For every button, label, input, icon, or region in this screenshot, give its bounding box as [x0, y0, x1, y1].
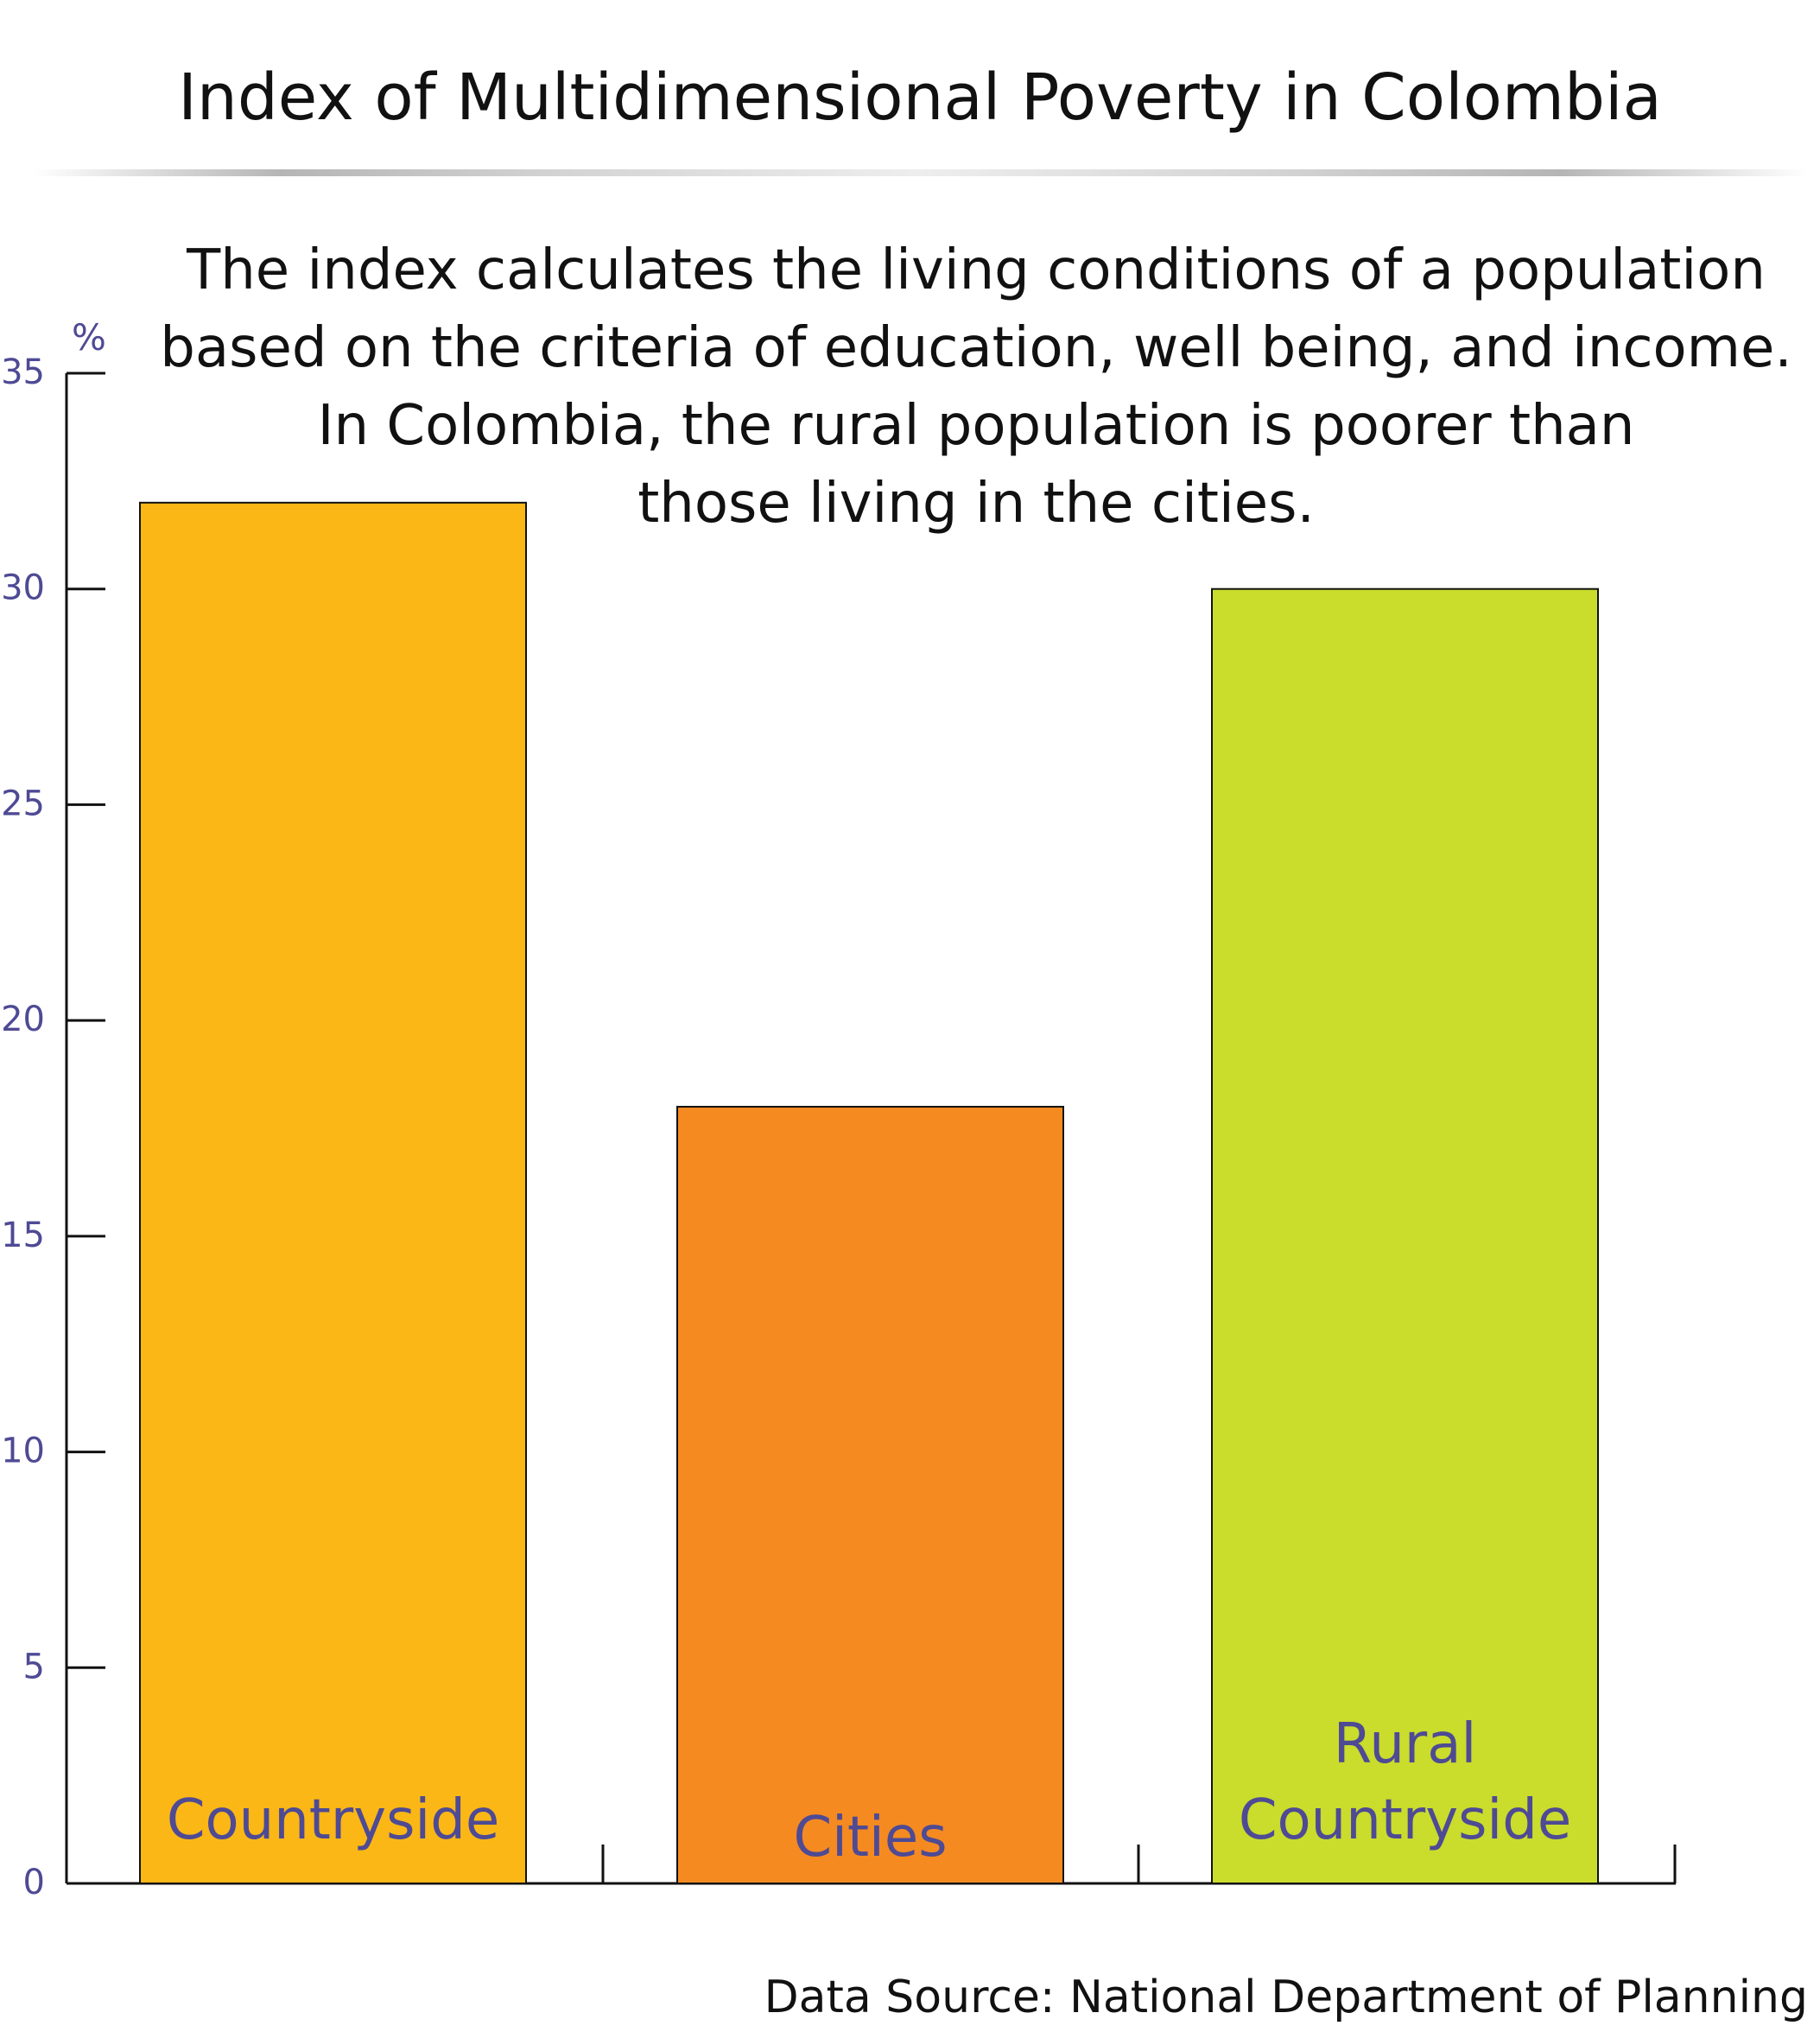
category-label: Rural [1334, 1712, 1476, 1776]
y-tick-label: 10 [1, 1432, 45, 1471]
y-tick-label: 0 [23, 1863, 45, 1902]
title-divider [33, 169, 1808, 176]
chart-subtitle: The index calculates the living conditio… [130, 232, 1820, 543]
y-axis-unit-label: % [72, 316, 106, 359]
data-source: Data Source: National Department of Plan… [764, 1972, 1808, 2023]
y-tick-label: 25 [1, 784, 45, 823]
bar [676, 1106, 1064, 1884]
category-label: Countryside [167, 1788, 499, 1852]
bar [139, 501, 527, 1884]
y-tick-label: 5 [23, 1647, 45, 1686]
y-tick-label: 30 [1, 568, 45, 608]
category-label: Countryside [1239, 1788, 1571, 1852]
bar [1211, 587, 1599, 1885]
y-tick-label: 20 [1, 1000, 45, 1039]
chart-title: Index of Multidimensional Poverty in Col… [178, 60, 1662, 135]
y-tick-label: 35 [1, 352, 45, 392]
y-tick-label: 15 [1, 1216, 45, 1255]
subtitle-line: The index calculates the living conditio… [187, 238, 1766, 302]
subtitle-line: In Colombia, the rural population is poo… [317, 394, 1635, 458]
category-label: Cities [793, 1806, 947, 1870]
subtitle-line: based on the criteria of education, well… [160, 316, 1792, 380]
subtitle-line: those living in the cities. [637, 472, 1315, 536]
